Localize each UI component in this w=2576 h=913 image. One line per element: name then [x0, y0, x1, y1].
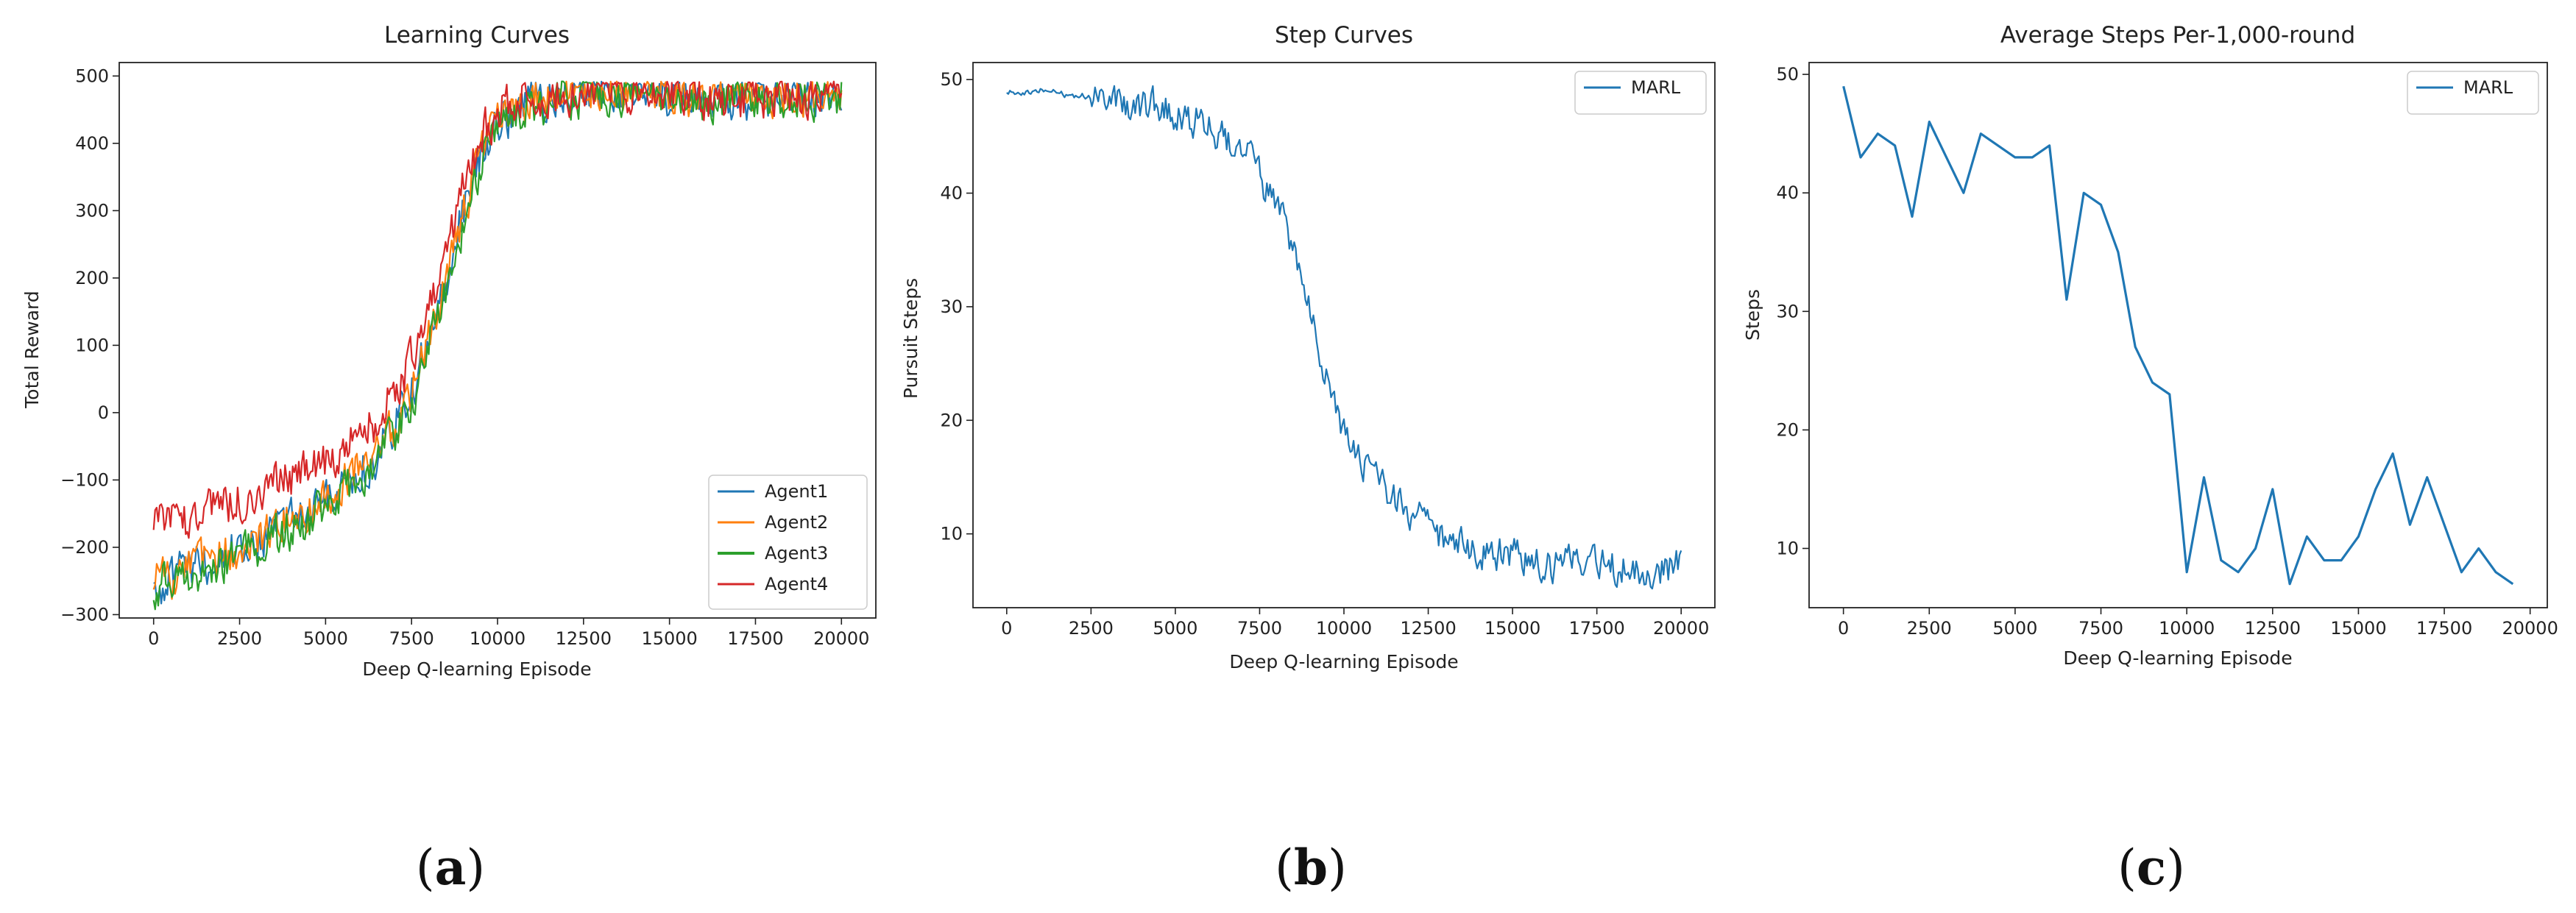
y-axis-label: Pursuit Steps — [900, 278, 921, 399]
x-tick-label: 0 — [1001, 618, 1012, 639]
series-line-marl — [1842, 85, 2514, 586]
x-tick-label: 15000 — [641, 628, 697, 649]
x-tick-label: 10000 — [1316, 618, 1372, 639]
x-tick-label: 20000 — [813, 628, 869, 649]
x-tick-label: 17500 — [727, 628, 783, 649]
y-tick-label: −100 — [60, 469, 109, 490]
x-tick-label: 5000 — [1153, 618, 1197, 639]
y-tick-label: 100 — [75, 335, 109, 355]
y-tick-label: 40 — [1776, 182, 1799, 203]
y-tick-label: 0 — [98, 402, 109, 423]
x-tick-label: 0 — [148, 628, 159, 649]
series-line-marl — [1006, 85, 1682, 590]
legend-entry: Agent3 — [765, 543, 828, 564]
legend-box — [2407, 71, 2539, 115]
y-tick-label: 20 — [940, 410, 963, 430]
y-tick-label: 30 — [940, 296, 963, 317]
x-tick-label: 12500 — [1400, 618, 1456, 639]
y-axis-label: Total Reward — [21, 291, 43, 408]
y-tick-label: 50 — [1776, 64, 1799, 85]
plot-area: 0 2500 5000 7500 10000 12500 15000 17500 20000 10… — [940, 62, 1716, 639]
x-tick-label: 2500 — [1907, 618, 1952, 639]
average-steps-chart: Average Steps Per-1,000-round 0 2500 5000 7… — [1742, 22, 2558, 669]
legend: MARL — [1574, 71, 1707, 115]
x-tick-label: 2500 — [1069, 618, 1114, 639]
y-tick-label: 50 — [940, 69, 963, 90]
x-tick-label: 5000 — [303, 628, 348, 649]
axes-frame — [1808, 62, 2548, 608]
chart-title: Step Curves — [1275, 22, 1413, 49]
legend-entry: Agent4 — [765, 574, 828, 594]
legend-entry: Agent1 — [765, 481, 828, 502]
y-tick-label: 300 — [75, 200, 109, 221]
y-tick-label: −200 — [60, 537, 109, 558]
legend: MARL — [2407, 71, 2539, 115]
series-line-agent3 — [152, 80, 843, 611]
x-tick-label: 15000 — [1485, 618, 1540, 639]
axes-frame — [118, 62, 877, 619]
x-tick-label: 17500 — [1568, 618, 1624, 639]
learning-curves-chart: Learning Curves 0 2500 5000 7500 10000 12500 1… — [21, 22, 877, 680]
x-tick-label: 17500 — [2416, 618, 2472, 639]
x-tick-label: 12500 — [2245, 618, 2301, 639]
y-tick-label: 200 — [75, 268, 109, 288]
y-axis-label: Steps — [1742, 289, 1763, 341]
chart-title: Average Steps Per-1,000-round — [2000, 22, 2355, 49]
chart-title: Learning Curves — [384, 22, 570, 49]
plot-area: 0 2500 5000 7500 10000 12500 15000 17500 20000 10… — [1776, 62, 2558, 639]
y-tick-label: 500 — [75, 65, 109, 86]
x-tick-label: 7500 — [389, 628, 434, 649]
x-tick-label: 15000 — [2330, 618, 2386, 639]
legend-entry: MARL — [1631, 77, 1681, 98]
x-tick-label: 7500 — [2078, 618, 2123, 639]
x-tick-label: 5000 — [1992, 618, 2037, 639]
step-curves-chart: Step Curves 0 2500 5000 7500 10000 12500 15000… — [900, 22, 1716, 672]
y-tick-label: 30 — [1776, 301, 1799, 321]
x-tick-label: 12500 — [556, 628, 612, 649]
x-tick-label: 0 — [1838, 618, 1849, 639]
y-tick-label: 20 — [1776, 419, 1799, 440]
y-tick-label: −300 — [60, 604, 109, 625]
legend-box — [1574, 71, 1707, 115]
x-axis-label: Deep Q-learning Episode — [362, 658, 591, 680]
y-tick-label: 10 — [940, 524, 963, 544]
y-tick-label: 40 — [940, 183, 963, 204]
y-tick-label: 400 — [75, 133, 109, 154]
x-tick-label: 10000 — [2159, 618, 2215, 639]
legend-box — [708, 475, 868, 610]
legend: Agent1 Agent2 Agent3 Agent4 — [708, 475, 868, 610]
y-tick-label: 10 — [1776, 538, 1799, 558]
axes-frame — [972, 62, 1716, 608]
x-tick-label: 20000 — [2502, 618, 2558, 639]
legend-entry: Agent2 — [765, 512, 828, 533]
panel-label-a: (a) — [416, 839, 485, 896]
x-axis-label: Deep Q-learning Episode — [1229, 651, 1458, 672]
legend-entry: MARL — [2463, 77, 2513, 98]
x-tick-label: 20000 — [1653, 618, 1709, 639]
x-tick-label: 2500 — [217, 628, 262, 649]
x-tick-label: 10000 — [470, 628, 526, 649]
series-line-agent4 — [152, 80, 843, 539]
x-axis-label: Deep Q-learning Episode — [2063, 647, 2292, 669]
x-tick-label: 7500 — [1237, 618, 1282, 639]
panel-label-b: (b) — [1275, 839, 1347, 896]
plot-area: 0 2500 5000 7500 10000 12500 15000 17500 20000−3… — [60, 62, 877, 649]
panel-label-c: (c) — [2117, 839, 2185, 896]
